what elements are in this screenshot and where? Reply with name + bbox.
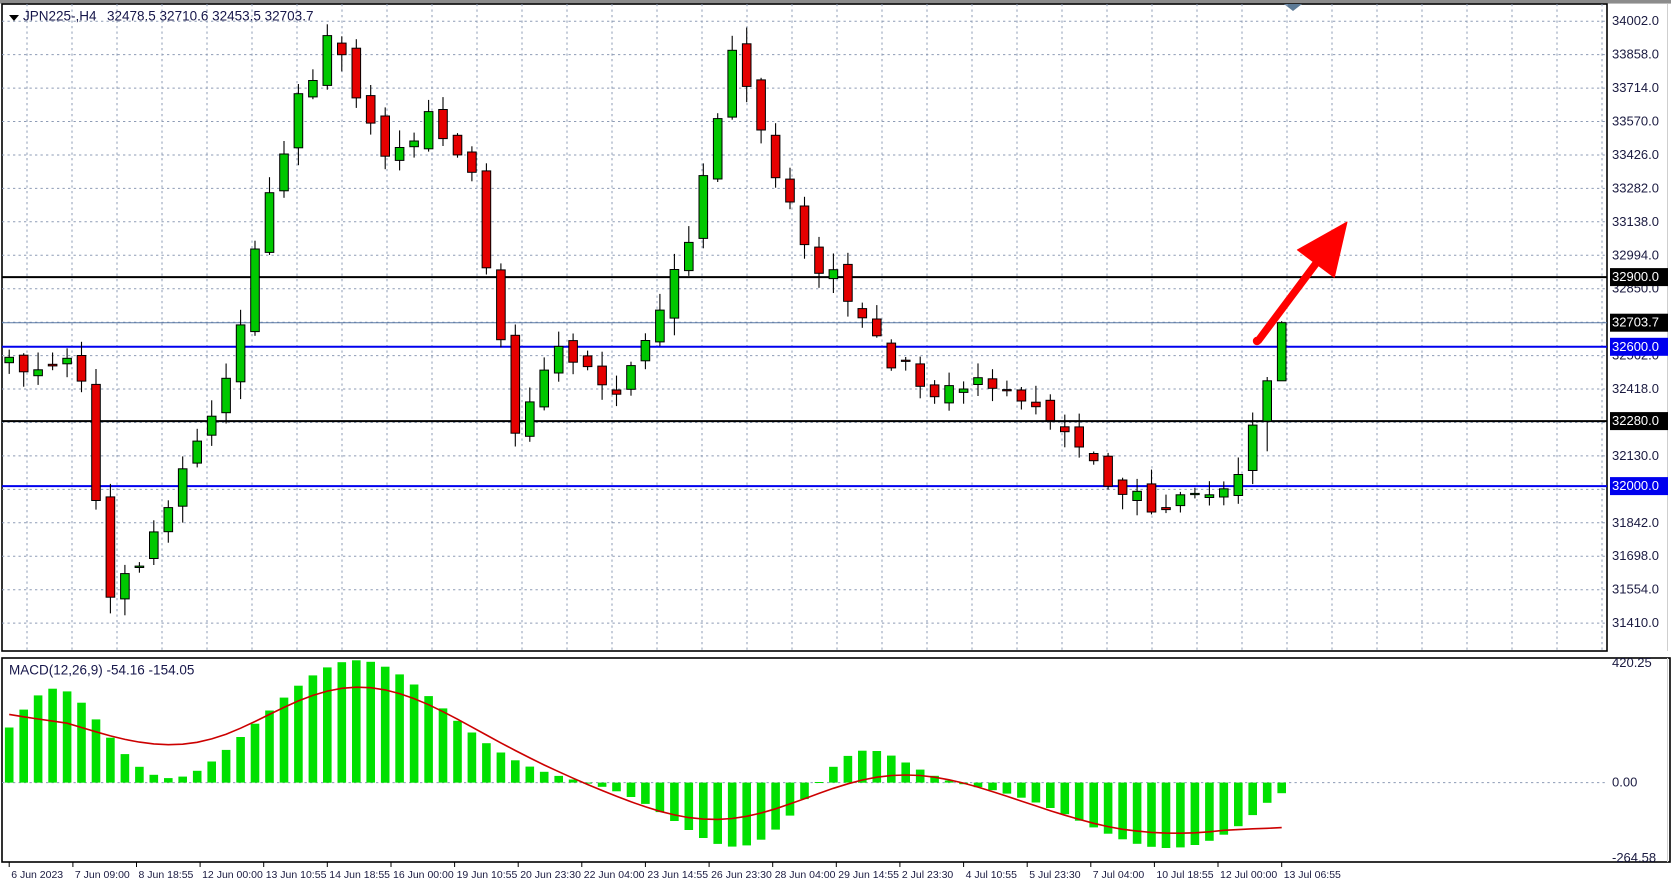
svg-text:12 Jun 00:00: 12 Jun 00:00 <box>202 869 263 881</box>
svg-text:6 Jun 2023: 6 Jun 2023 <box>11 869 63 881</box>
svg-text:32130.0: 32130.0 <box>1612 448 1659 463</box>
svg-text:JPN225-,H4: JPN225-,H4 <box>23 9 97 24</box>
svg-text:28 Jun 04:00: 28 Jun 04:00 <box>775 869 836 881</box>
svg-text:33714.0: 33714.0 <box>1612 80 1659 95</box>
svg-text:4 Jul 10:55: 4 Jul 10:55 <box>966 869 1018 881</box>
svg-text:32900.0: 32900.0 <box>1612 269 1659 284</box>
svg-text:-264.58: -264.58 <box>1612 850 1656 865</box>
svg-text:8 Jun 18:55: 8 Jun 18:55 <box>139 869 194 881</box>
svg-text:34002.0: 34002.0 <box>1612 13 1659 28</box>
svg-text:10 Jul 18:55: 10 Jul 18:55 <box>1156 869 1213 881</box>
svg-text:7 Jul 04:00: 7 Jul 04:00 <box>1093 869 1145 881</box>
svg-text:32478.5 32710.6 32453.5 32703.: 32478.5 32710.6 32453.5 32703.7 <box>107 9 313 24</box>
svg-text:31842.0: 31842.0 <box>1612 515 1659 530</box>
svg-text:32280.0: 32280.0 <box>1612 413 1659 428</box>
svg-text:420.25: 420.25 <box>1612 655 1652 670</box>
svg-text:32000.0: 32000.0 <box>1612 478 1659 493</box>
svg-text:MACD(12,26,9) -54.16 -154.05: MACD(12,26,9) -54.16 -154.05 <box>9 663 194 678</box>
svg-text:13 Jun 10:55: 13 Jun 10:55 <box>266 869 327 881</box>
svg-text:31410.0: 31410.0 <box>1612 615 1659 630</box>
svg-text:31554.0: 31554.0 <box>1612 582 1659 597</box>
svg-text:23 Jun 14:55: 23 Jun 14:55 <box>647 869 708 881</box>
svg-text:16 Jun 00:00: 16 Jun 00:00 <box>393 869 454 881</box>
svg-text:7 Jun 09:00: 7 Jun 09:00 <box>75 869 130 881</box>
svg-text:32703.7: 32703.7 <box>1612 315 1659 330</box>
svg-text:32994.0: 32994.0 <box>1612 247 1659 262</box>
svg-text:32600.0: 32600.0 <box>1612 339 1659 354</box>
svg-text:33282.0: 33282.0 <box>1612 180 1659 195</box>
svg-text:22 Jun 04:00: 22 Jun 04:00 <box>584 869 645 881</box>
svg-text:0.00: 0.00 <box>1612 775 1637 790</box>
svg-text:20 Jun 23:30: 20 Jun 23:30 <box>520 869 581 881</box>
svg-text:33426.0: 33426.0 <box>1612 147 1659 162</box>
svg-text:32418.0: 32418.0 <box>1612 381 1659 396</box>
svg-text:33138.0: 33138.0 <box>1612 214 1659 229</box>
svg-text:33858.0: 33858.0 <box>1612 47 1659 62</box>
svg-text:33570.0: 33570.0 <box>1612 114 1659 129</box>
svg-text:19 Jun 10:55: 19 Jun 10:55 <box>457 869 518 881</box>
svg-text:31698.0: 31698.0 <box>1612 548 1659 563</box>
svg-text:29 Jun 14:55: 29 Jun 14:55 <box>838 869 899 881</box>
svg-text:13 Jul 06:55: 13 Jul 06:55 <box>1284 869 1341 881</box>
svg-text:14 Jun 18:55: 14 Jun 18:55 <box>329 869 390 881</box>
svg-text:5 Jul 23:30: 5 Jul 23:30 <box>1029 869 1081 881</box>
svg-text:12 Jul 00:00: 12 Jul 00:00 <box>1220 869 1277 881</box>
svg-text:26 Jun 23:30: 26 Jun 23:30 <box>711 869 772 881</box>
svg-text:2 Jul 23:30: 2 Jul 23:30 <box>902 869 954 881</box>
